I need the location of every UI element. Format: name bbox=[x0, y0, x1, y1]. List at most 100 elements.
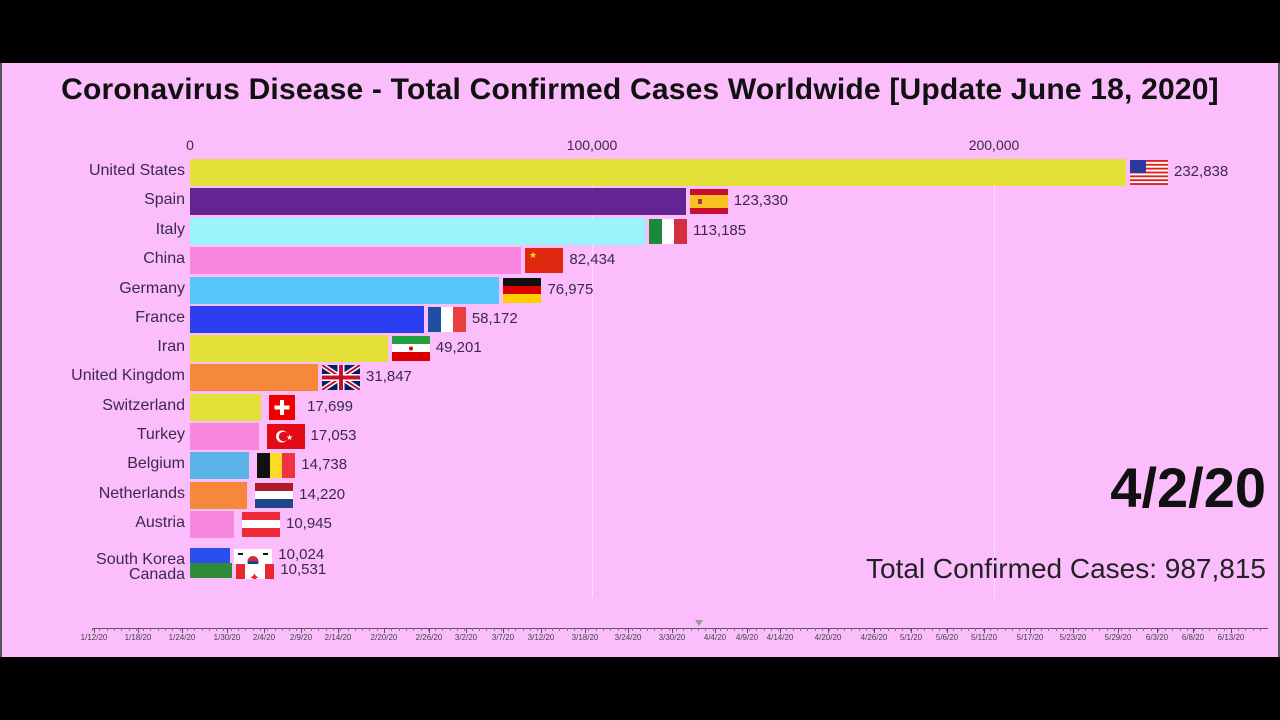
timeline-minor-tick bbox=[347, 628, 349, 631]
bar-switzerland bbox=[190, 394, 262, 421]
nl-flag-icon bbox=[255, 483, 294, 508]
bar-spain bbox=[190, 188, 686, 215]
total-cases: Total Confirmed Cases: 987,815 bbox=[866, 553, 1266, 584]
timeline-minor-tick bbox=[413, 628, 415, 631]
timeline-minor-tick bbox=[807, 628, 809, 631]
timeline-date-label: 6/3/20 bbox=[1145, 633, 1169, 642]
timeline-minor-tick bbox=[946, 628, 948, 631]
timeline-tick bbox=[1030, 628, 1031, 633]
timeline-minor-tick bbox=[208, 628, 210, 631]
timeline-minor-tick bbox=[267, 628, 269, 631]
bar-france bbox=[190, 306, 424, 333]
value-label: 14,220 bbox=[299, 486, 346, 503]
timeline-minor-tick bbox=[916, 628, 918, 631]
timeline-tick bbox=[585, 628, 586, 633]
timeline-minor-tick bbox=[223, 628, 225, 631]
timeline-tick bbox=[503, 628, 504, 633]
es-flag-icon bbox=[689, 189, 728, 214]
timeline-minor-tick bbox=[1223, 628, 1225, 631]
gb-flag-icon bbox=[322, 365, 361, 390]
it-flag-icon bbox=[649, 219, 687, 244]
timeline-minor-tick bbox=[325, 628, 327, 631]
timeline-minor-tick bbox=[785, 628, 787, 631]
timeline-minor-tick bbox=[595, 628, 597, 631]
timeline-minor-tick bbox=[851, 628, 853, 631]
value-label: 76,975 bbox=[547, 281, 594, 298]
timeline-minor-tick bbox=[471, 628, 473, 631]
timeline-minor-tick bbox=[646, 628, 648, 631]
country-label: Germany bbox=[119, 280, 185, 297]
timeline-date-label: 5/17/20 bbox=[1016, 633, 1044, 642]
timeline-date-label: 1/30/20 bbox=[213, 633, 241, 642]
timeline-minor-tick bbox=[836, 628, 838, 631]
current-date: 4/2/20 bbox=[1110, 456, 1266, 519]
timeline-minor-tick bbox=[1194, 628, 1196, 631]
value-label: 17,699 bbox=[307, 398, 354, 415]
timeline-minor-tick bbox=[989, 628, 991, 631]
timeline-minor-tick bbox=[1157, 628, 1159, 631]
timeline-minor-tick bbox=[369, 628, 371, 631]
timeline-minor-tick bbox=[427, 628, 429, 631]
timeline-minor-tick bbox=[610, 628, 612, 631]
timeline-minor-tick bbox=[683, 628, 685, 631]
timeline-minor-tick bbox=[92, 628, 93, 631]
value-label: 10,024 bbox=[278, 546, 325, 563]
timeline-minor-tick bbox=[1165, 628, 1167, 631]
timeline-tick bbox=[672, 628, 673, 633]
ca-flag-icon: ✦ bbox=[236, 564, 275, 579]
bar-south-korea bbox=[190, 548, 231, 563]
timeline-date-label: 5/1/20 bbox=[899, 633, 923, 642]
timeline-minor-tick bbox=[1041, 628, 1042, 631]
timeline-minor-tick bbox=[1201, 628, 1203, 631]
timeline-minor-tick bbox=[157, 628, 159, 631]
timeline-date-label: 2/26/20 bbox=[415, 633, 443, 642]
timeline-tick bbox=[227, 628, 228, 633]
timeline-date-label: 4/14/20 bbox=[766, 633, 794, 642]
timeline-minor-tick bbox=[559, 628, 561, 631]
timeline-minor-tick bbox=[332, 628, 334, 631]
value-label: 10,531 bbox=[280, 561, 327, 578]
timeline-minor-tick bbox=[1055, 628, 1057, 631]
timeline-minor-tick bbox=[1026, 628, 1028, 631]
timeline-date-label: 4/26/20 bbox=[860, 633, 888, 642]
timeline-minor-tick bbox=[486, 628, 488, 631]
timeline-minor-tick bbox=[1048, 628, 1050, 631]
timeline-tick bbox=[1073, 628, 1074, 633]
timeline-minor-tick bbox=[975, 628, 977, 631]
timeline-minor-tick bbox=[924, 628, 926, 631]
timeline-position-marker[interactable] bbox=[695, 620, 703, 626]
timeline-minor-tick bbox=[617, 628, 619, 631]
timeline-minor-tick bbox=[128, 628, 130, 631]
timeline-minor-tick bbox=[1062, 628, 1064, 631]
timeline-minor-tick bbox=[997, 628, 999, 631]
country-label: Canada bbox=[128, 566, 185, 583]
timeline-tick bbox=[747, 628, 748, 633]
timeline-minor-tick bbox=[727, 628, 729, 631]
timeline-date-label: 5/11/20 bbox=[970, 633, 998, 642]
kr-flag-icon bbox=[234, 549, 273, 564]
timeline-minor-tick bbox=[770, 628, 772, 631]
svg-text:★: ★ bbox=[529, 250, 537, 260]
timeline-minor-tick bbox=[1135, 628, 1137, 631]
timeline-date-label: 3/12/20 bbox=[527, 633, 555, 642]
timeline-minor-tick bbox=[1252, 628, 1254, 631]
timeline-date-label: 2/20/20 bbox=[370, 633, 398, 642]
timeline-tick bbox=[628, 628, 629, 633]
timeline-minor-tick bbox=[800, 628, 802, 631]
timeline-date-label: 4/9/20 bbox=[735, 633, 759, 642]
timeline-minor-tick bbox=[537, 628, 539, 631]
chart-title: Coronavirus Disease - Total Confirmed Ca… bbox=[61, 73, 1219, 106]
timeline-minor-tick bbox=[719, 628, 721, 631]
timeline-minor-tick bbox=[420, 628, 422, 631]
x-tick-label: 200,000 bbox=[968, 137, 1020, 153]
timeline-minor-tick bbox=[150, 628, 152, 631]
timeline-slider-track[interactable] bbox=[92, 628, 1268, 629]
svg-text:★: ★ bbox=[286, 433, 293, 442]
country-label: France bbox=[135, 309, 185, 326]
be-flag-icon bbox=[257, 453, 296, 478]
country-label: South Korea bbox=[96, 551, 185, 568]
country-label: Iran bbox=[157, 338, 185, 355]
timeline-minor-tick bbox=[296, 628, 298, 631]
timeline-tick bbox=[715, 628, 716, 633]
timeline-minor-tick bbox=[982, 628, 984, 631]
